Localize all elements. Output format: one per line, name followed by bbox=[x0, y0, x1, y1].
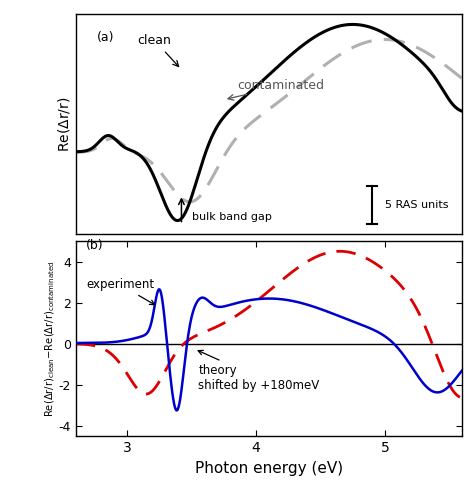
Text: theory
shifted by +180meV: theory shifted by +180meV bbox=[198, 350, 319, 392]
Text: contaminated: contaminated bbox=[237, 79, 324, 92]
Y-axis label: Re($\Delta$r/r): Re($\Delta$r/r) bbox=[55, 96, 72, 152]
Text: (a): (a) bbox=[96, 31, 114, 44]
Text: 5 RAS units: 5 RAS units bbox=[385, 200, 448, 210]
Text: bulk band gap: bulk band gap bbox=[192, 212, 272, 222]
Text: clean: clean bbox=[137, 34, 172, 47]
Y-axis label: Re($\Delta$r/r)$_{\mathregular{clean}}$$-$Re($\Delta$r/r)$_{\mathregular{contami: Re($\Delta$r/r)$_{\mathregular{clean}}$$… bbox=[44, 260, 57, 417]
Text: (b): (b) bbox=[86, 239, 104, 252]
X-axis label: Photon energy (eV): Photon energy (eV) bbox=[195, 461, 343, 476]
Text: experiment: experiment bbox=[86, 278, 155, 305]
